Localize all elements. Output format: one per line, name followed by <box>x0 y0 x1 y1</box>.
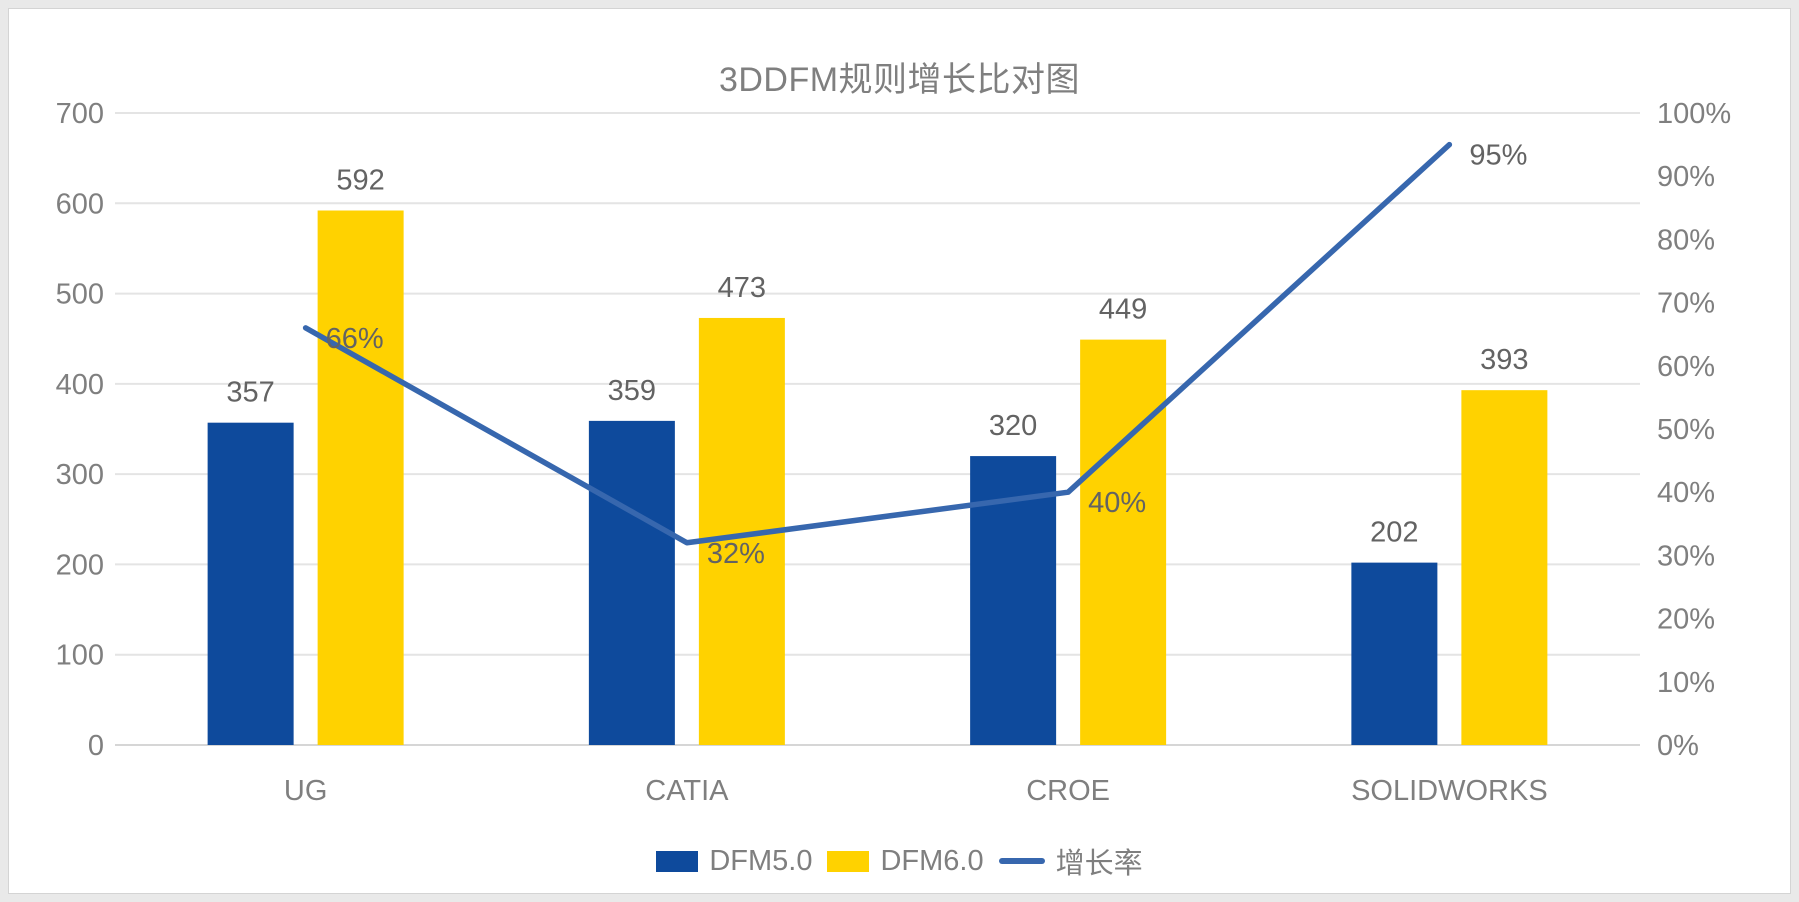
line-value-label-CROE: 40% <box>1088 487 1146 519</box>
legend-item-dfm6: DFM6.0 <box>827 844 984 878</box>
right-axis-tick-80%: 80% <box>1657 224 1715 256</box>
legend-label-dfm5: DFM5.0 <box>709 844 813 877</box>
left-axis-tick-0: 0 <box>88 730 104 762</box>
left-axis-tick-600: 600 <box>56 188 104 220</box>
right-axis-tick-0%: 0% <box>1657 730 1699 762</box>
legend-label-dfm6: DFM6.0 <box>880 844 984 877</box>
bar-value-label-DFM6.0-UG: 592 <box>336 165 384 197</box>
bar-value-label-DFM5.0-UG: 357 <box>226 377 274 409</box>
line-value-label-CATIA: 32% <box>707 538 765 570</box>
left-axis-tick-100: 100 <box>56 640 104 672</box>
left-axis-tick-300: 300 <box>56 459 104 491</box>
right-axis-tick-70%: 70% <box>1657 288 1715 320</box>
bar-DFM5.0-SOLIDWORKS <box>1351 562 1438 745</box>
right-axis-tick-40%: 40% <box>1657 477 1715 509</box>
bar-value-label-DFM6.0-CROE: 449 <box>1099 294 1147 326</box>
chart-legend: DFM5.0 DFM6.0 增长率 <box>0 840 1799 882</box>
left-axis-tick-200: 200 <box>56 549 104 581</box>
x-axis-label-CATIA: CATIA <box>645 775 729 807</box>
x-axis-label-SOLIDWORKS: SOLIDWORKS <box>1351 775 1548 807</box>
bar-DFM6.0-CROE <box>1080 339 1167 745</box>
line-value-label-SOLIDWORKS: 95% <box>1469 140 1527 172</box>
right-axis-tick-20%: 20% <box>1657 604 1715 636</box>
left-axis-tick-400: 400 <box>56 369 104 401</box>
bar-value-label-DFM5.0-CATIA: 359 <box>608 375 656 407</box>
right-axis-tick-30%: 30% <box>1657 540 1715 572</box>
bar-value-label-DFM6.0-SOLIDWORKS: 393 <box>1480 344 1528 376</box>
bar-value-label-DFM5.0-SOLIDWORKS: 202 <box>1370 517 1418 549</box>
bar-DFM5.0-UG <box>207 422 294 745</box>
legend-item-growth-rate: 增长率 <box>998 840 1143 882</box>
bar-value-label-DFM6.0-CATIA: 473 <box>718 272 766 304</box>
right-axis-tick-60%: 60% <box>1657 351 1715 383</box>
legend-swatch-dfm6-icon <box>827 850 870 872</box>
legend-swatch-dfm5-icon <box>656 850 699 872</box>
bar-DFM6.0-UG <box>317 210 404 746</box>
growth-rate-line <box>302 141 1453 546</box>
left-axis-tick-700: 700 <box>56 98 104 130</box>
bar-value-label-DFM5.0-CROE: 320 <box>989 410 1037 442</box>
bar-DFM5.0-CATIA <box>588 420 675 745</box>
x-axis-label-UG: UG <box>284 775 328 807</box>
legend-item-dfm5: DFM5.0 <box>656 845 812 878</box>
chart-title: 3DDFM规则增长比对图 <box>718 61 1081 99</box>
right-axis-tick-90%: 90% <box>1657 161 1715 193</box>
bar-DFM6.0-SOLIDWORKS <box>1461 390 1548 745</box>
right-axis-tick-10%: 10% <box>1657 667 1715 699</box>
right-axis-tick-50%: 50% <box>1657 414 1715 446</box>
x-axis-label-CROE: CROE <box>1026 775 1110 807</box>
left-axis-tick-500: 500 <box>56 279 104 311</box>
line-value-label-UG: 66% <box>326 323 384 355</box>
right-axis-tick-100%: 100% <box>1657 98 1731 130</box>
legend-label-growth-rate: 增长率 <box>1055 848 1143 880</box>
legend-line-swatch-icon <box>998 858 1045 864</box>
